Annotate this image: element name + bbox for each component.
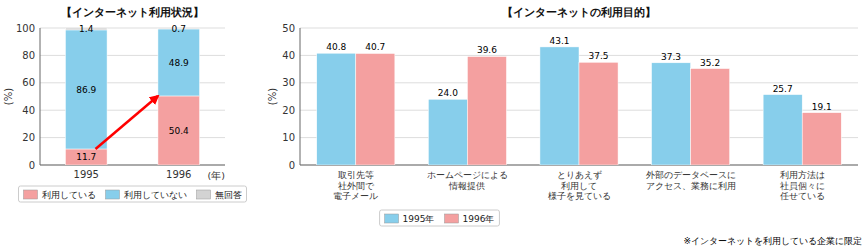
y-tick-label: 30 xyxy=(282,77,295,88)
x-tick-label-line: 社外間で xyxy=(338,181,375,191)
data-label: 48.9 xyxy=(169,58,189,68)
bar xyxy=(579,62,618,165)
data-label: 19.1 xyxy=(812,102,832,112)
legend-swatch xyxy=(24,190,38,199)
x-tick-label-line: 1995 xyxy=(74,169,99,180)
y-axis-label: (%) xyxy=(3,88,14,105)
x-tick-label: 1995 xyxy=(74,169,99,180)
legend-items: 1995年 1996年 xyxy=(385,214,495,224)
legend: 利用している 利用していない 無回答 xyxy=(19,186,247,202)
x-tick-label-line: 利用方法は xyxy=(780,170,825,180)
y-tick-label: 50 xyxy=(282,23,295,34)
data-label: 37.3 xyxy=(661,52,681,62)
x-tick-label-line: 社員個々に xyxy=(780,181,825,191)
x-tick-label-line: 取引先等 xyxy=(338,170,374,180)
data-label: 0.7 xyxy=(172,24,186,34)
legend-frame xyxy=(19,186,247,202)
bar xyxy=(317,53,356,165)
legend-label: 利用していない xyxy=(124,190,187,200)
bars xyxy=(65,28,199,165)
y-tick-label: 60 xyxy=(22,77,35,88)
bar xyxy=(802,113,841,165)
x-tick-label-line: 様子を見ている xyxy=(548,191,611,201)
legend: 1995年 1996年 xyxy=(380,210,500,226)
x-tick-label-line: 利用して xyxy=(561,181,597,191)
y-tick-label: 40 xyxy=(282,50,295,61)
data-label: 39.6 xyxy=(477,45,497,55)
title: 【インターネットの利用目的】 xyxy=(502,6,656,19)
note: ※インターネットを利用している企業に限定 xyxy=(683,236,862,246)
bar xyxy=(652,63,691,165)
bar xyxy=(540,47,579,165)
y-tick-label: 10 xyxy=(282,132,295,143)
x-tick-label-line: ホームページによる xyxy=(427,170,508,180)
bars xyxy=(317,47,842,165)
y-axis-line xyxy=(300,28,301,165)
bar-segment xyxy=(158,96,200,165)
legend-label: 無回答 xyxy=(215,190,242,200)
y-axis-label: (%) xyxy=(267,88,278,105)
data-labels: 40.8 24.0 43.1 37.3 25.7 40.7 39.6 37.5 35.2 19.1 xyxy=(326,36,832,112)
bar xyxy=(356,53,395,165)
bar-segment xyxy=(65,30,107,149)
x-tick-label: 外部のデータベースにアクセス、業務に利用 xyxy=(646,170,736,191)
y-tick-label: 20 xyxy=(22,132,35,143)
data-label: 50.4 xyxy=(169,126,189,136)
y-tick-label: 0 xyxy=(29,160,35,171)
bar xyxy=(428,99,467,165)
x-tick-label: 利用方法は社員個々に任せている xyxy=(779,170,825,201)
x-tick-label-line: 1996 xyxy=(166,169,191,180)
data-label: 40.8 xyxy=(326,42,346,52)
legend-label: 1995年 xyxy=(403,214,435,224)
legend-label: 利用している xyxy=(42,190,96,200)
legend-items: 利用している 利用していない 無回答 xyxy=(24,190,242,200)
y-tick-label: 20 xyxy=(282,105,295,116)
legend-label: 1996年 xyxy=(463,214,495,224)
x-tick-label-line: とりあえず xyxy=(557,170,602,180)
bar xyxy=(467,56,506,165)
figure: 02040608010011.786.91.450.448.90.7199519… xyxy=(0,0,868,249)
bar-segment xyxy=(65,149,107,165)
data-label: 37.5 xyxy=(589,51,609,61)
x-tick-label-line: 任せている xyxy=(779,191,825,201)
data-label: 43.1 xyxy=(549,36,569,46)
bar xyxy=(763,95,802,165)
data-label: 24.0 xyxy=(438,88,458,98)
legend-swatch xyxy=(106,190,120,199)
x-tick-label: ホームページによる情報提供 xyxy=(427,170,508,191)
x-tick-label: とりあえず利用して様子を見ている xyxy=(548,170,611,201)
chart: 0 10 20 30 40 50 40.8 24.0 43.1 37.3 25.7 40.7 39.6 3… xyxy=(267,6,862,246)
x-axis-label: (年) xyxy=(208,170,225,181)
data-label: 25.7 xyxy=(773,84,793,94)
trend-arrow xyxy=(96,96,158,149)
data-label: 35.2 xyxy=(700,58,720,68)
y-tick-label: 100 xyxy=(16,23,35,34)
title: 【インターネット利用状況】 xyxy=(61,6,204,19)
bar-segment xyxy=(158,29,200,96)
x-tick-label: 取引先等社外間で電子メール xyxy=(333,170,378,201)
data-label: 40.7 xyxy=(365,42,385,52)
y-axis-line xyxy=(40,28,41,165)
data-label: 11.7 xyxy=(76,152,96,162)
y-tick-label: 40 xyxy=(22,105,35,116)
x-tick-label-line: 電子メール xyxy=(333,191,378,201)
x-tick-label: 1996 xyxy=(166,169,191,180)
x-tick-label-line: 外部のデータベースに xyxy=(646,170,736,180)
y-tick-label: 80 xyxy=(22,50,35,61)
x-tick-label-line: アクセス、業務に利用 xyxy=(646,181,736,191)
data-labels: 11.7 86.9 1.4 50.4 48.9 0.7 xyxy=(76,24,189,163)
legend-swatch xyxy=(385,214,399,223)
data-label: 86.9 xyxy=(76,85,96,95)
chart: 0 20 40 60 80 100 11.7 86.9 1.4 50.4 48.9 0.7 1995 19… xyxy=(3,6,247,202)
legend-frame xyxy=(380,210,500,226)
data-label: 1.4 xyxy=(79,24,94,34)
legend-swatch xyxy=(445,214,459,223)
grid-line xyxy=(300,28,858,29)
y-tick-label: 0 xyxy=(289,160,295,171)
x-tick-label-line: 情報提供 xyxy=(448,181,485,191)
bar xyxy=(691,69,730,165)
legend-swatch xyxy=(197,190,211,199)
